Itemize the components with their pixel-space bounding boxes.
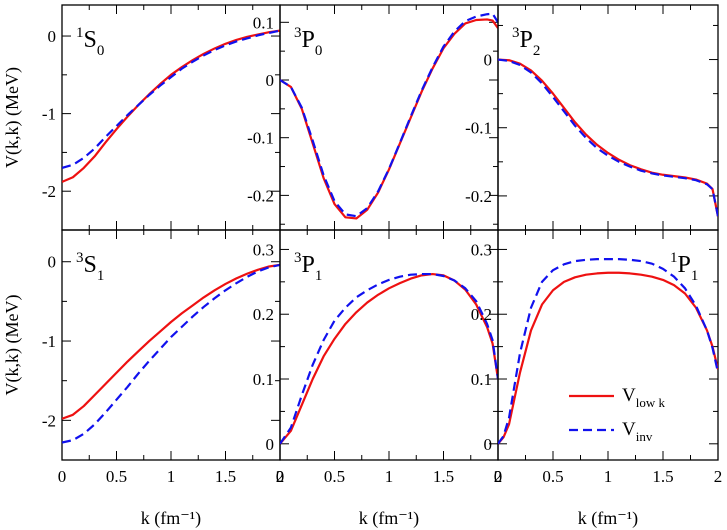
series-vlowk-1P1 <box>498 271 718 445</box>
legend-label-vinv: Vinv <box>622 419 653 444</box>
x-tick-label: 2 <box>714 467 723 486</box>
y-tick-label: 0.2 <box>471 305 492 324</box>
y-tick-label: -1 <box>42 332 56 351</box>
panel-label-3S1: 3S1 <box>76 250 104 284</box>
x-axis-label: k (fm⁻¹) <box>578 508 638 529</box>
y-tick-label: 0.1 <box>253 13 274 32</box>
x-tick-label: 0.5 <box>106 467 127 486</box>
y-tick-label: -2 <box>42 411 56 430</box>
y-tick-label: 0 <box>484 435 493 454</box>
x-tick-label: 1.5 <box>215 467 236 486</box>
panel-3P0: 0.1 0 -0.1 -0.2 3P0 <box>247 4 499 231</box>
y-tick-label: 0 <box>484 51 493 70</box>
legend: Vlow k Vinv <box>569 385 665 444</box>
y-tick-label: 0.3 <box>471 240 492 259</box>
x-tick-label: 1 <box>167 467 176 486</box>
plot-layer: 0 -1 -2 1S0 V(k,k) (MeV) 0.1 0 -0.1 -0.2 3P0 0 -0.1… <box>2 4 723 529</box>
y-tick-label: -0.2 <box>247 186 274 205</box>
series-vinv-3S1 <box>62 263 280 444</box>
x-axis-label: k (fm⁻¹) <box>141 508 201 529</box>
panel-1S0: 0 -1 -2 1S0 V(k,k) (MeV) <box>2 4 281 231</box>
panel-label-3P2: 3P2 <box>512 25 540 59</box>
y-tick-label: -0.2 <box>465 187 492 206</box>
y-axis-label: V(k,k) (MeV) <box>2 67 23 168</box>
legend-label-vlowk: Vlow k <box>622 385 665 410</box>
series-vlowk-3S1 <box>62 263 280 420</box>
y-tick-label: 0 <box>48 253 57 272</box>
x-tick-label: 0 <box>276 467 285 486</box>
y-tick-label: 0 <box>48 27 57 46</box>
y-tick-label: 0.1 <box>253 370 274 389</box>
x-tick-label: 1.5 <box>433 467 454 486</box>
panel-3P1: 0 0.1 0.2 0.3 0 0.5 1 1.5 2 3P1 k (fm⁻¹) <box>253 229 503 529</box>
x-tick-label: 2 <box>276 467 285 486</box>
series-vinv-3P1 <box>280 272 498 445</box>
series-vlowk-1S0 <box>62 29 280 183</box>
panel-label-3P0: 3P0 <box>294 25 322 59</box>
y-axis-label: V(k,k) (MeV) <box>2 295 23 396</box>
x-tick-label: 0.5 <box>542 467 563 486</box>
panel-1P1: 0 0.1 0.2 0.3 0 0.5 1 1.5 2 1P1 k (fm⁻¹) <box>471 229 723 529</box>
x-tick-label: 2 <box>494 467 503 486</box>
series-vinv-3P2 <box>498 58 718 217</box>
series-vlowk-3P1 <box>280 272 498 445</box>
series-vinv-3P0 <box>280 12 498 218</box>
y-tick-label: 0.2 <box>253 305 274 324</box>
series-vinv-1S0 <box>62 29 280 169</box>
x-tick-label: 1 <box>385 467 394 486</box>
y-tick-label: 0 <box>266 435 275 454</box>
x-tick-label: 0 <box>58 467 67 486</box>
y-tick-label: -1 <box>42 105 56 124</box>
panel-label-1S0: 1S0 <box>76 25 104 59</box>
y-tick-label: -2 <box>42 182 56 201</box>
panel-label-1P1: 1P1 <box>670 250 698 284</box>
panel-3P2: 0 -0.1 -0.2 3P2 <box>465 4 719 231</box>
x-tick-label: 0 <box>494 467 503 486</box>
y-tick-label: -0.1 <box>465 119 492 138</box>
y-tick-label: 0.1 <box>471 370 492 389</box>
panel-label-3P1: 3P1 <box>294 250 322 284</box>
y-tick-label: 0 <box>266 71 275 90</box>
series-vinv-1P1 <box>498 258 718 445</box>
x-tick-label: 1 <box>604 467 613 486</box>
x-tick-label: 1.5 <box>652 467 673 486</box>
y-tick-label: 0.3 <box>253 240 274 259</box>
series-vlowk-3P2 <box>498 58 718 217</box>
y-tick-label: -0.1 <box>247 129 274 148</box>
x-axis-label: k (fm⁻¹) <box>359 508 419 529</box>
panel-3S1: 0 -1 -2 0 0.5 1 1.5 2 3S1 V(k,k) (MeV) k (fm⁻¹) <box>2 229 285 529</box>
x-tick-label: 0.5 <box>324 467 345 486</box>
